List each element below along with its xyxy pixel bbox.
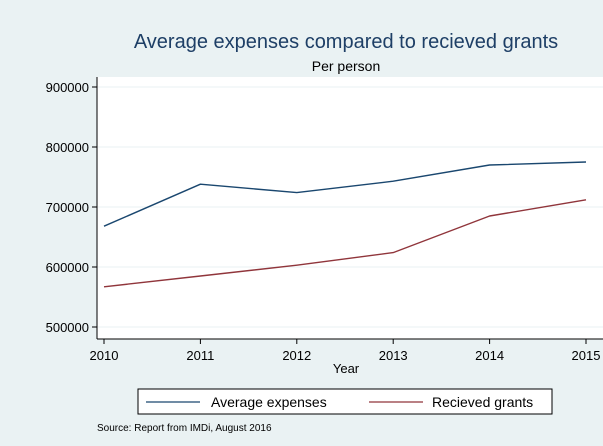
chart-subtitle: Per person (312, 58, 380, 74)
y-tick-label-600000: 600000 (46, 260, 89, 275)
series-line-average-expenses (103, 161, 587, 227)
x-axis-ticks: 2010 2011 2012 2013 2014 2015 (90, 339, 601, 363)
series-group (103, 161, 587, 288)
gridlines (97, 86, 603, 328)
chart-title: Average expenses compared to recieved gr… (134, 31, 558, 53)
x-tick-label-2012: 2012 (282, 348, 311, 363)
y-axis-ticks: 500000 600000 700000 800000 900000 (46, 80, 97, 335)
x-tick-label-2013: 2013 (379, 348, 408, 363)
x-tick-label-2014: 2014 (475, 348, 504, 363)
y-tick-label-700000: 700000 (46, 200, 89, 215)
x-tick-label-2010: 2010 (90, 348, 119, 363)
x-tick-label-2011: 2011 (186, 348, 214, 363)
legend-label-recieved-grants: Recieved grants (432, 394, 533, 410)
y-tick-label-500000: 500000 (46, 320, 89, 335)
legend-box (137, 388, 553, 415)
source-note: Source: Report from IMDi, August 2016 (97, 423, 272, 434)
y-tick-label-900000: 900000 (46, 80, 89, 95)
x-tick-label-2015: 2015 (572, 348, 601, 363)
plot-area (97, 77, 603, 339)
y-tick-label-800000: 800000 (46, 140, 89, 155)
legend-label-average-expenses: Average expenses (211, 394, 327, 410)
x-axis-label: Year (333, 361, 360, 376)
series-line-recieved-grants (103, 199, 587, 288)
